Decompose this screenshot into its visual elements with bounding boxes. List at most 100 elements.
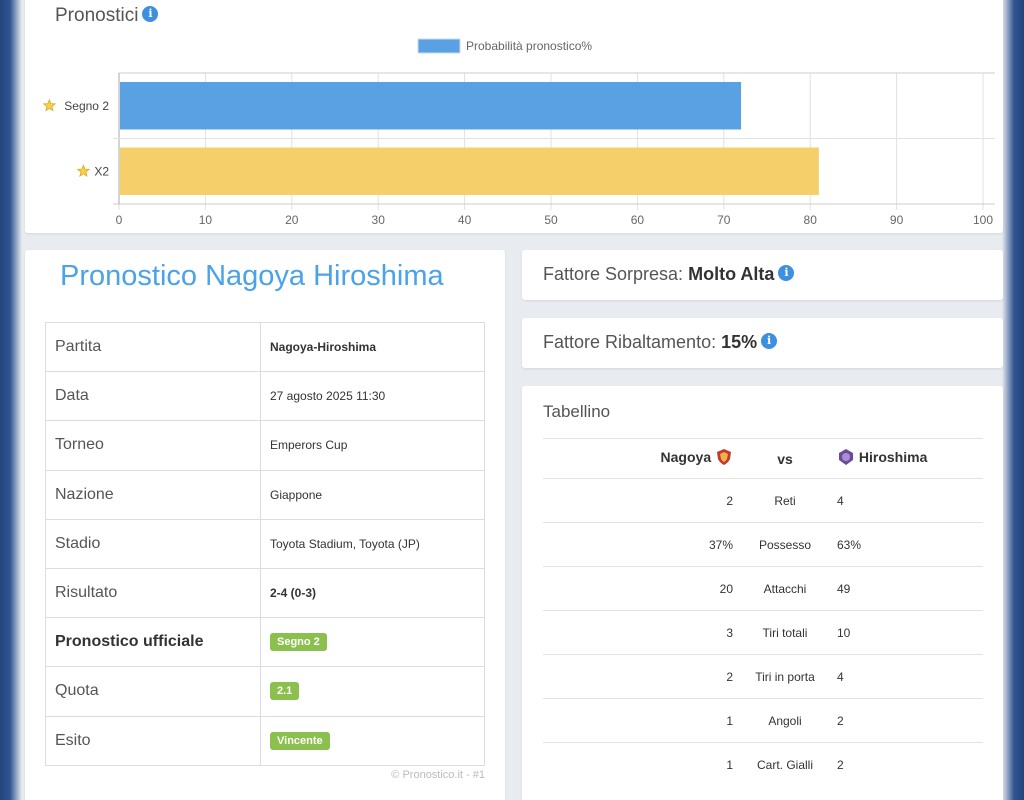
- stat-label: Tiri in porta: [733, 654, 837, 699]
- info-value-cell: Giappone: [260, 469, 485, 520]
- x-tick-label: 10: [199, 213, 213, 227]
- home-team-name: Nagoya: [660, 449, 712, 466]
- away-team-name: Hiroshima: [858, 449, 928, 466]
- info-label: Esito: [45, 715, 261, 766]
- x-tick-label: 40: [458, 213, 472, 227]
- stat-row: 3 Tiri totali 10: [543, 610, 983, 655]
- info-row: Stadio Toyota Stadium, Toyota (JP): [45, 518, 485, 569]
- info-icon[interactable]: i: [761, 333, 778, 350]
- x-tick-label: 80: [804, 213, 818, 227]
- info-row: Torneo Emperors Cup: [45, 420, 485, 471]
- x-tick-label: 100: [973, 213, 993, 227]
- stat-away-value: 63%: [837, 522, 983, 567]
- star-icon: [76, 164, 91, 177]
- x-tick-label: 90: [890, 213, 904, 227]
- stat-row: 37% Possesso 63%: [543, 522, 983, 567]
- info-row: Data 27 agosto 2025 11:30: [45, 371, 485, 422]
- status-badge: 2.1: [270, 682, 300, 701]
- stat-home-value: 3: [543, 610, 733, 655]
- status-badge: Vincente: [270, 731, 330, 750]
- status-badge: Segno 2: [270, 633, 327, 652]
- pronostici-title: Pronostici i: [55, 5, 159, 27]
- stat-label: Angoli: [733, 698, 837, 743]
- legend-swatch: [417, 38, 461, 54]
- info-value-cell: 27 agosto 2025 11:30: [260, 371, 485, 422]
- info-value-cell: Vincente: [260, 715, 485, 766]
- x-tick-label: 0: [116, 213, 123, 227]
- x-tick-label: 70: [717, 213, 731, 227]
- vs-label: vs: [733, 438, 837, 479]
- bar: [120, 82, 742, 130]
- tabellino-title: Tabellino: [543, 402, 611, 421]
- stat-away-value: 2: [837, 698, 983, 743]
- fattore-sorpresa-value: Molto Alta: [688, 264, 775, 284]
- tabellino-card: Tabellino Nagoya vs Hiroshima: [522, 386, 1003, 800]
- fattore-sorpresa-card: Fattore Sorpresa: Molto Alta i: [522, 250, 1003, 300]
- copyright-text: © Pronostico.it - #1: [391, 769, 485, 781]
- info-icon[interactable]: i: [778, 265, 795, 282]
- info-value-cell: 2.1: [260, 666, 485, 717]
- stat-label: Tiri totali: [733, 610, 837, 655]
- stat-label: Possesso: [733, 522, 837, 567]
- stats-header-row: Nagoya vs Hiroshima: [543, 438, 983, 479]
- legend-label: Probabilità pronostico%: [466, 39, 592, 53]
- category-label: Segno 2: [64, 99, 109, 113]
- info-label: Torneo: [45, 420, 261, 471]
- stat-away-value: 49: [837, 566, 983, 611]
- category-label: X2: [94, 164, 109, 178]
- fattore-ribaltamento-label: Fattore Ribaltamento:: [543, 332, 717, 352]
- stat-home-value: 1: [543, 698, 733, 743]
- info-label: Risultato: [45, 567, 261, 619]
- stat-away-value: 2: [837, 742, 983, 787]
- bar: [120, 147, 819, 195]
- star-icon: [42, 98, 57, 112]
- stat-home-value: 1: [543, 742, 733, 787]
- pronostici-title-text: Pronostici: [55, 5, 139, 26]
- info-value-cell: 2-4 (0-3): [260, 567, 485, 619]
- x-tick-label: 30: [372, 213, 386, 227]
- info-row: Pronostico ufficiale Segno 2: [45, 617, 485, 668]
- stat-row: 20 Attacchi 49: [543, 566, 983, 611]
- home-team-cell: Nagoya: [543, 438, 733, 479]
- info-label: Pronostico ufficiale: [45, 617, 261, 668]
- stat-home-value: 37%: [543, 522, 733, 567]
- stat-row: 2 Reti 4: [543, 478, 983, 523]
- info-row: Nazione Giappone: [45, 469, 485, 520]
- stat-home-value: 2: [543, 654, 733, 699]
- info-row: Partita Nagoya-Hiroshima: [45, 321, 485, 373]
- pronostici-card: 0 10 20 30 40 50 60 70 80 90 100 Segno 2 X2 Probabili…: [25, 0, 1003, 233]
- stat-away-value: 10: [837, 610, 983, 655]
- info-label: Stadio: [45, 518, 261, 569]
- info-row: Esito Vincente: [45, 715, 485, 766]
- stat-label: Attacchi: [733, 566, 837, 611]
- probability-chart: 0 10 20 30 40 50 60 70 80 90 100 Segno 2 X2 Probabili…: [42, 38, 995, 227]
- x-tick-label: 50: [544, 213, 558, 227]
- info-label: Quota: [45, 666, 261, 717]
- info-value-cell: Toyota Stadium, Toyota (JP): [260, 518, 485, 569]
- info-row: Risultato 2-4 (0-3): [45, 567, 485, 619]
- page-title: Pronostico Nagoya Hiroshima: [60, 260, 444, 292]
- info-label: Partita: [45, 321, 261, 373]
- pronostico-card: Pronostico Nagoya Hiroshima Partita Nagoy…: [25, 250, 505, 800]
- info-label: Data: [45, 371, 261, 422]
- stat-home-value: 20: [543, 566, 733, 611]
- info-row: Quota 2.1: [45, 666, 485, 717]
- fattore-sorpresa: Fattore Sorpresa: Molto Alta i: [543, 264, 795, 285]
- info-label: Nazione: [45, 469, 261, 520]
- stat-away-value: 4: [837, 654, 983, 699]
- stat-row: 1 Angoli 2: [543, 698, 983, 743]
- fattore-ribaltamento: Fattore Ribaltamento: 15% i: [543, 332, 778, 353]
- stat-home-value: 2: [543, 478, 733, 523]
- stat-away-value: 4: [837, 478, 983, 523]
- info-value-cell: Emperors Cup: [260, 420, 485, 471]
- away-team-cell: Hiroshima: [837, 438, 983, 479]
- info-icon[interactable]: i: [142, 5, 159, 22]
- nagoya-crest-icon: [717, 448, 731, 465]
- info-value-cell: Segno 2: [260, 617, 485, 668]
- stat-label: Reti: [733, 478, 837, 523]
- hiroshima-crest-icon: [839, 448, 853, 465]
- info-value-cell: Nagoya-Hiroshima: [260, 321, 485, 373]
- fattore-sorpresa-label: Fattore Sorpresa:: [543, 264, 684, 284]
- x-tick-label: 60: [631, 213, 645, 227]
- fattore-ribaltamento-card: Fattore Ribaltamento: 15% i: [522, 318, 1003, 368]
